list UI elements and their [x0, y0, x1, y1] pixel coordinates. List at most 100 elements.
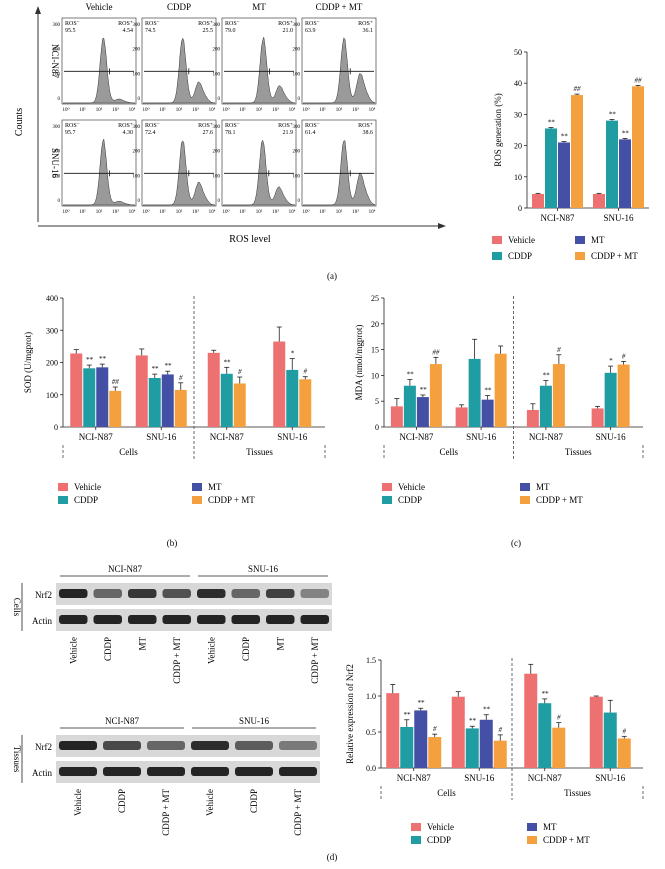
blot-cell-line-label: NCI-N87: [105, 716, 139, 726]
x-tick-label: NCI-N87: [541, 213, 575, 223]
flow-ros-negative-percent: 79.0: [225, 28, 236, 34]
flow-ros-negative-label: ROS⁻: [305, 21, 320, 27]
legend-label: CDDP: [508, 251, 532, 261]
significance-marker: **: [541, 690, 549, 698]
flow-x-tick: 10⁴: [289, 107, 296, 113]
flow-x-tick: 10⁰: [222, 107, 229, 113]
blot-nrf2-label: Nrf2: [35, 590, 52, 600]
blot-actin-label: Actin: [32, 768, 52, 778]
blot-cell-line-label: SNU-16: [239, 716, 270, 726]
x-tick-label: SNU-16: [603, 213, 634, 223]
group-label-tissues: Tissues: [565, 447, 592, 457]
flow-x-tick: 10³: [352, 107, 359, 113]
flow-histogram-curve: [303, 140, 376, 206]
y-tick-label: 0.0: [366, 764, 376, 773]
bar: [558, 142, 570, 208]
blot-actin-label: Actin: [32, 616, 52, 626]
blot-nrf2-band: [147, 741, 185, 750]
blot-nrf2-band: [59, 589, 88, 598]
y-tick-label: 0: [375, 423, 379, 432]
significance-marker: **: [609, 110, 617, 118]
legend-swatch: [411, 836, 421, 844]
legend-swatch: [527, 823, 537, 831]
flow-y-tick: 100: [133, 174, 141, 179]
bar: [538, 703, 552, 768]
bar: [468, 358, 481, 427]
blot-lane-label: CDDP: [249, 789, 259, 813]
legend-label: Vehicle: [74, 482, 101, 492]
significance-marker: #: [433, 725, 437, 733]
bar: [591, 408, 604, 427]
flow-ros-positive-percent: 21.9: [283, 130, 294, 136]
x-tick-label: NCI-N87: [210, 432, 244, 442]
significance-marker: **: [223, 358, 231, 366]
flow-y-tick: 300: [53, 23, 61, 28]
group-label-cells: Cells: [119, 447, 138, 457]
significance-marker: #: [622, 352, 626, 360]
flow-x-tick: 10¹: [239, 107, 246, 113]
significance-marker: #: [499, 726, 503, 734]
flow-x-tick: 10³: [112, 107, 119, 113]
flow-ros-positive-percent: 27.6: [203, 130, 214, 136]
flow-histogram-frame: [221, 17, 297, 105]
flow-x-tick: 10⁴: [209, 209, 216, 215]
blot-actin-band: [162, 615, 191, 624]
flow-ros-positive-percent: 4.54: [123, 28, 134, 34]
significance-marker: #: [557, 346, 561, 354]
flow-x-tick: 10⁰: [222, 209, 229, 215]
bar: [233, 383, 246, 427]
legend-swatch: [492, 236, 502, 244]
blot-lane-label: Vehicle: [73, 789, 83, 816]
bar: [617, 738, 631, 768]
flow-x-tick: 10³: [272, 209, 279, 215]
flow-x-arrowhead: [438, 223, 446, 229]
flow-ros-positive-label: ROS⁺: [118, 21, 133, 27]
blot-nrf2-band: [59, 741, 97, 750]
legend-label: CDDP + MT: [208, 495, 255, 505]
bar: [545, 128, 557, 208]
bar: [273, 341, 286, 427]
flow-x-tick: 10¹: [159, 209, 166, 215]
legend-label: Vehicle: [398, 482, 425, 492]
blot-lane-label: CDDP + MT: [172, 636, 182, 683]
flow-ros-positive-percent: 36.1: [363, 28, 374, 34]
flow-y-tick: 200: [293, 150, 301, 155]
flow-x-tick: 10⁴: [209, 107, 216, 113]
bar: [386, 693, 400, 768]
blot-lane-label: CDDP: [241, 637, 251, 661]
y-tick-label: 100: [46, 391, 58, 400]
flow-y-tick: 0: [298, 97, 301, 102]
bar: [207, 352, 220, 427]
flow-ros-positive-label: ROS⁺: [198, 21, 213, 27]
blot-cell-line-label: SNU-16: [248, 564, 279, 574]
flow-x-tick: 10⁴: [289, 209, 296, 215]
bar: [632, 86, 644, 208]
bar: [532, 193, 544, 208]
legend-swatch: [527, 836, 537, 844]
flow-x-tick: 10²: [96, 209, 103, 215]
bar: [220, 373, 233, 427]
bar: [604, 372, 617, 427]
flow-x-tick: 10⁰: [302, 209, 309, 215]
flow-histogram-curve: [63, 37, 136, 104]
legend-swatch: [58, 483, 68, 491]
bar: [414, 710, 428, 768]
flow-ros-negative-percent: 61.4: [305, 130, 316, 136]
flow-x-tick: 10⁰: [142, 107, 149, 113]
legend-label: CDDP + MT: [543, 835, 590, 845]
group-label-cells: Cells: [439, 447, 458, 457]
y-tick-label: 0: [54, 423, 58, 432]
flow-y-tick: 100: [133, 72, 141, 77]
significance-marker: **: [542, 372, 550, 380]
bar: [299, 379, 312, 427]
flow-ros-positive-percent: 21.0: [283, 28, 294, 34]
y-tick-label: 50: [514, 48, 522, 57]
bar: [403, 385, 416, 427]
significance-marker: **: [548, 119, 556, 127]
significance-marker: ##: [574, 85, 582, 93]
significance-marker: **: [86, 356, 94, 364]
legend-label: Vehicle: [427, 822, 454, 832]
bar: [481, 399, 494, 427]
blot-actin-row: [56, 761, 320, 783]
blot-nrf2-band: [128, 589, 157, 598]
